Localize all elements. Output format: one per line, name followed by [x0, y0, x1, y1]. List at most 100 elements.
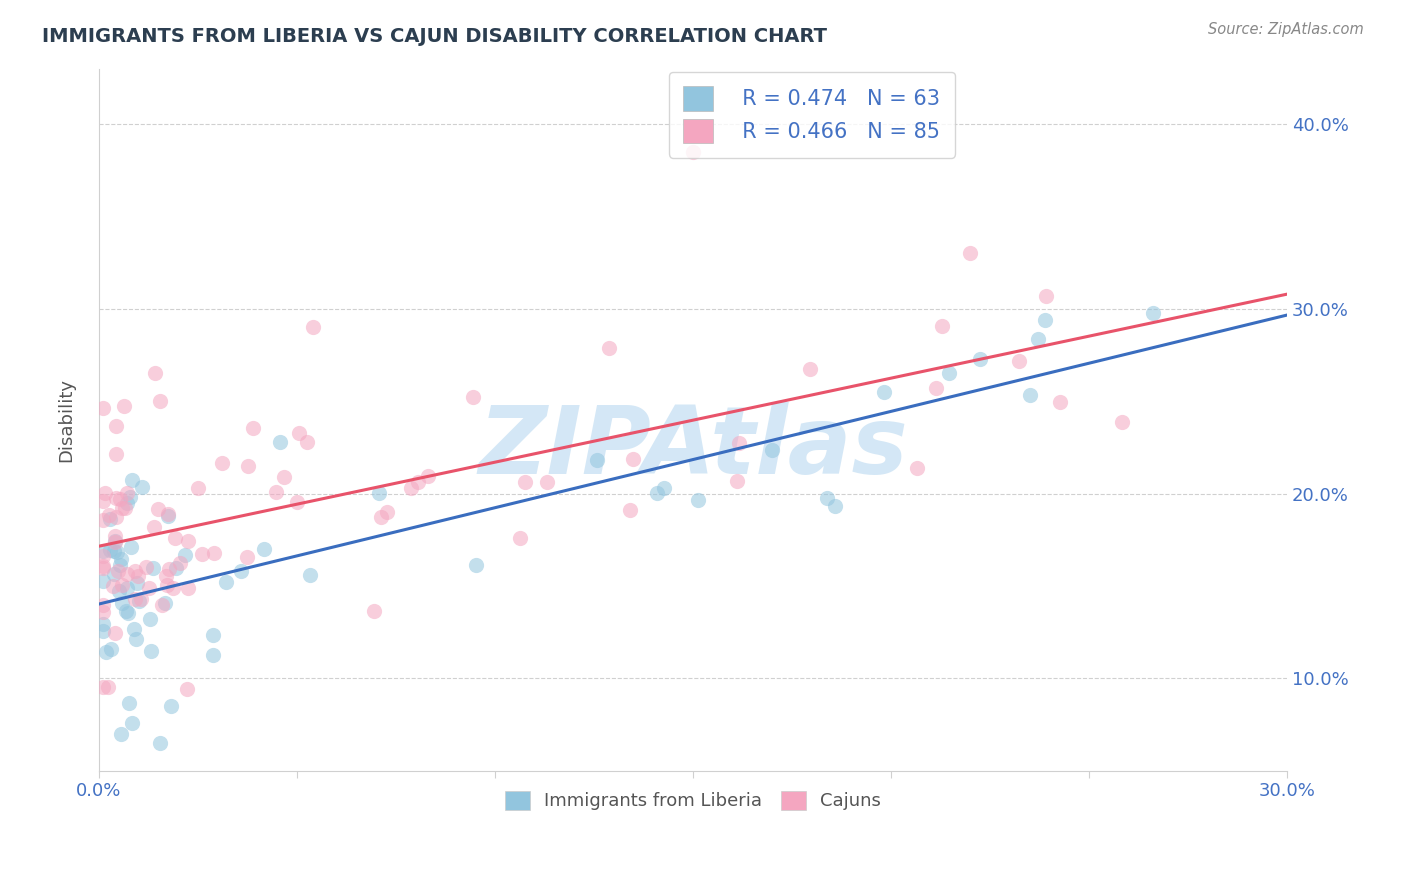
Point [231, 564, 253, 578]
Point [110, 597, 132, 611]
Point [117, 496, 139, 510]
Point [143, 367, 166, 381]
Point [91, 617, 114, 632]
Point [297, 435, 319, 450]
Point [91, 561, 114, 575]
Point [253, 541, 276, 556]
Point [115, 486, 138, 500]
Y-axis label: Disability: Disability [58, 377, 75, 461]
Point [202, 648, 225, 663]
Point [94, 486, 117, 500]
Point [108, 491, 131, 506]
Point [1111, 416, 1133, 430]
Point [104, 625, 127, 640]
Point [873, 385, 896, 400]
Point [111, 501, 134, 516]
Point [728, 436, 751, 450]
Point [100, 642, 122, 657]
Point [117, 582, 139, 596]
Point [686, 493, 709, 508]
Point [1035, 289, 1057, 303]
Point [153, 596, 176, 610]
Point [1049, 394, 1071, 409]
Point [98, 512, 121, 526]
Point [1008, 354, 1031, 368]
Point [105, 491, 128, 505]
Point [150, 598, 173, 612]
Point [301, 320, 323, 334]
Point [536, 475, 558, 489]
Point [509, 531, 531, 545]
Point [91, 494, 114, 508]
Point [513, 475, 536, 490]
Point [141, 643, 163, 657]
Point [176, 681, 198, 696]
Point [114, 500, 136, 515]
Point [91, 549, 114, 563]
Point [110, 727, 132, 741]
Point [124, 565, 146, 579]
Point [104, 529, 127, 543]
Point [91, 680, 114, 694]
Point [91, 513, 114, 527]
Point [824, 500, 846, 514]
Point [111, 578, 134, 592]
Point [645, 486, 668, 500]
Point [97, 508, 120, 523]
Point [202, 546, 225, 560]
Point [91, 543, 114, 558]
Point [938, 367, 960, 381]
Point [108, 584, 131, 599]
Point [156, 508, 179, 522]
Point [127, 568, 149, 582]
Point [91, 605, 114, 619]
Point [1026, 333, 1049, 347]
Point [931, 319, 953, 334]
Point [465, 558, 488, 572]
Point [621, 452, 644, 467]
Point [236, 458, 259, 473]
Point [585, 453, 607, 467]
Point [725, 474, 748, 488]
Point [142, 520, 165, 534]
Point [598, 342, 620, 356]
Point [103, 567, 125, 582]
Point [399, 481, 422, 495]
Point [91, 559, 114, 574]
Point [104, 534, 127, 549]
Point [619, 503, 641, 517]
Point [117, 606, 139, 620]
Point [110, 558, 132, 572]
Point [169, 556, 191, 570]
Point [122, 622, 145, 636]
Point [682, 145, 704, 159]
Legend: Immigrants from Liberia, Cajuns: Immigrants from Liberia, Cajuns [491, 777, 896, 825]
Point [285, 494, 308, 508]
Point [91, 574, 114, 588]
Point [368, 485, 391, 500]
Point [107, 564, 129, 578]
Point [121, 473, 143, 487]
Point [177, 582, 200, 596]
Point [163, 531, 186, 545]
Point [91, 598, 114, 612]
Point [264, 484, 287, 499]
Point [128, 594, 150, 608]
Point [118, 491, 141, 505]
Point [142, 561, 165, 575]
Point [969, 352, 991, 367]
Point [242, 421, 264, 435]
Point [138, 612, 160, 626]
Point [1142, 306, 1164, 320]
Point [98, 542, 121, 557]
Point [105, 545, 128, 559]
Point [408, 475, 430, 490]
Point [105, 447, 128, 461]
Point [120, 541, 142, 555]
Point [165, 560, 187, 574]
Text: IMMIGRANTS FROM LIBERIA VS CAJUN DISABILITY CORRELATION CHART: IMMIGRANTS FROM LIBERIA VS CAJUN DISABIL… [42, 27, 827, 45]
Point [174, 549, 197, 563]
Point [91, 624, 114, 638]
Point [461, 390, 484, 404]
Point [375, 505, 398, 519]
